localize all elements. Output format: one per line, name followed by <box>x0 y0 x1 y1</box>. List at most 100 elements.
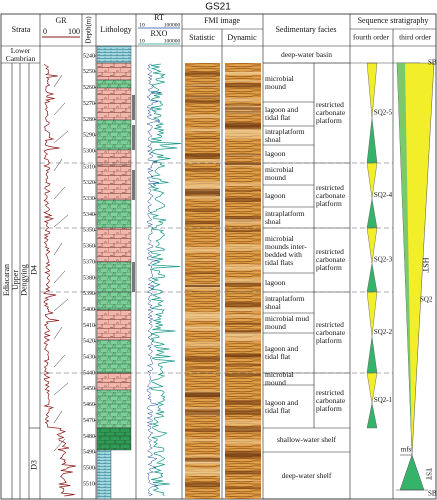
strata-label: Ediacaran <box>2 264 11 296</box>
fmi-band <box>225 111 261 113</box>
header-label: FMI image <box>204 16 240 25</box>
fmi-band <box>185 185 220 190</box>
facies-label: intraplatform shoal <box>265 208 305 226</box>
fmi-band <box>225 154 261 156</box>
fmi-band <box>225 128 261 133</box>
depth-label: 5240 <box>83 53 95 59</box>
fmi-band <box>225 314 261 318</box>
core-marker <box>132 125 135 150</box>
header-label: 10 <box>139 38 145 44</box>
trend-arrow <box>53 158 63 172</box>
fmi-band <box>185 457 220 463</box>
fmi-band <box>225 79 261 83</box>
fmi-band <box>185 482 220 488</box>
depth-label: 5310 <box>83 164 95 170</box>
depth-label: 5300 <box>83 148 95 154</box>
platform-label: restricted carbonate platform <box>316 387 346 413</box>
lithology-bed <box>96 87 132 121</box>
sequence-label: SQ2 <box>420 296 433 304</box>
fmi-band <box>225 264 261 271</box>
header-label: 100 <box>68 27 80 36</box>
fmi-band <box>185 208 220 212</box>
lithology-bed <box>96 389 132 429</box>
trend-arrow <box>53 242 63 256</box>
facies-label: intraplatform shoal <box>265 126 305 144</box>
header-label: 0 <box>43 27 47 36</box>
fmi-band <box>225 267 261 269</box>
header-label: RT <box>154 13 164 22</box>
header-label: Lithology <box>100 25 132 34</box>
fmi-band <box>225 322 261 325</box>
fmi-band <box>225 219 261 225</box>
sequence-label: SQ2-1 <box>374 396 393 404</box>
depth-label: 5340 <box>83 212 95 218</box>
header-label: Statistic <box>189 33 215 42</box>
fmi-band <box>225 197 261 202</box>
facies-label: lagoon <box>265 149 286 158</box>
fmi-band <box>225 165 261 167</box>
header-label: 100000 <box>164 38 181 44</box>
core-marker <box>132 95 135 120</box>
fmi-band <box>225 71 261 75</box>
depth-label: 5360 <box>83 244 95 250</box>
fmi-band <box>185 367 220 369</box>
lithology-bed <box>96 309 132 341</box>
lithology-bed <box>96 372 132 391</box>
depth-label: 5410 <box>83 323 95 329</box>
lithology-bed <box>96 427 132 451</box>
depth-label: 5480 <box>83 434 95 440</box>
depth-label: 5390 <box>83 291 95 297</box>
facies-label: intraplatform shoal <box>265 293 305 311</box>
sequence-label: SQ2-4 <box>374 191 393 199</box>
sequence-label: SB2 <box>428 490 437 498</box>
rxo-curve <box>149 63 182 497</box>
fmi-band <box>225 182 261 187</box>
fmi-band <box>185 250 220 253</box>
sequence-label: SQ2-3 <box>374 256 393 264</box>
strata-label: Dengying <box>19 264 28 296</box>
depth-label: 5490 <box>83 450 95 456</box>
fmi-image <box>185 63 220 499</box>
trend-arrow <box>53 74 63 88</box>
strata-label: Upper <box>11 270 20 290</box>
strata-label: Lower Cambrian <box>5 45 36 63</box>
fmi-band <box>185 461 220 465</box>
strata-label: D4 <box>29 265 38 275</box>
core-marker <box>132 262 135 292</box>
fmi-band <box>185 285 220 288</box>
fmi-band <box>225 229 261 232</box>
platform-label: restricted carbonate platform <box>316 100 346 125</box>
fmi-band <box>185 137 220 139</box>
header-label: Strata <box>12 25 31 34</box>
trend-arrow <box>53 326 63 340</box>
trend-arrow <box>53 214 69 228</box>
fmi-band <box>225 486 261 489</box>
fmi-band <box>185 316 220 321</box>
header-label: 10 <box>139 22 145 28</box>
fmi-band <box>225 162 261 166</box>
fmi-band <box>225 97 261 102</box>
fmi-band <box>225 107 261 110</box>
header-label: RXO <box>151 29 168 38</box>
fmi-band <box>225 419 261 426</box>
fmi-band <box>225 329 261 335</box>
fmi-band <box>225 364 261 366</box>
platform-label: restricted carbonate platform <box>316 182 346 208</box>
fmi-band <box>185 114 220 119</box>
sequence-label: mfs <box>401 446 412 454</box>
header-label: Depth(m) <box>85 16 93 44</box>
fmi-band <box>225 373 261 377</box>
lithology-bed <box>96 227 132 263</box>
fmi-band <box>185 154 220 156</box>
header-label: 100000 <box>164 22 181 28</box>
depth-label: 5440 <box>83 370 95 376</box>
trend-arrow <box>53 102 66 116</box>
tst-triangle <box>366 198 378 229</box>
fmi-band <box>185 99 220 104</box>
fmi-band <box>225 409 261 416</box>
platform-label: restricted carbonate platform <box>316 247 346 272</box>
fmi-band <box>225 332 261 338</box>
lithology-bed <box>96 62 132 81</box>
depth-label: 5450 <box>83 386 95 392</box>
fmi-band <box>225 189 261 192</box>
